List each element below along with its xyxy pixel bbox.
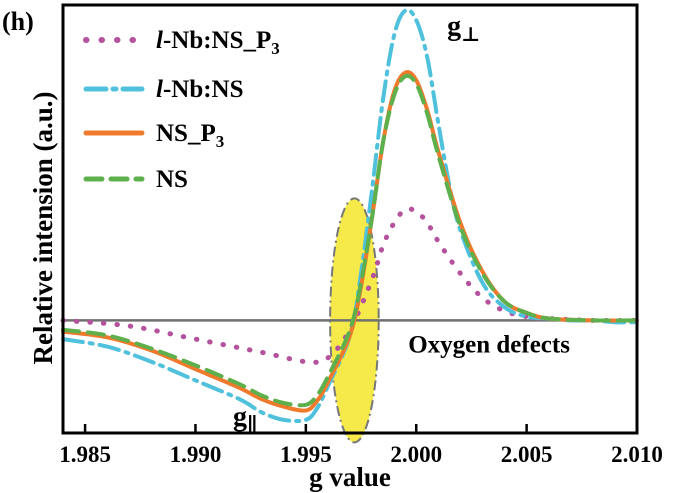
plot-frame [61,3,639,435]
legend-label-2: l-Nb:NS [156,76,244,103]
plot-area: 1.985 1.990 1.995 2.000 2.005 2.010 [59,3,663,467]
x-axis-label: g value [309,462,391,492]
legend: l-Nb:NS_P3 l-Nb:NS NS_P3 NS [83,27,280,193]
g-perpendicular-annotation: g⊥ [447,11,480,46]
x-tick-label: 1.995 [280,442,332,467]
oxygen-defects-annotation: Oxygen defects [408,331,570,358]
x-tick-label: 1.985 [59,442,111,467]
g-parallel-annotation: g∥ [233,401,258,436]
x-tick-label: 1.990 [170,442,222,467]
legend-label-4: NS [156,166,188,193]
annotations: g⊥ g∥ Oxygen defects [233,11,570,436]
series-line-1 [60,206,640,365]
legend-label-1: l-Nb:NS_P3 [156,27,280,58]
series-line-2 [61,7,639,424]
y-axis-label: Relative intension (a.u.) [28,92,58,365]
x-tick-label: 2.005 [501,442,553,467]
series-line-4 [61,73,639,408]
legend-label-3: NS_P3 [156,120,224,151]
panel-label: (h) [2,7,34,36]
x-tick-label: 2.010 [611,442,663,467]
x-tick-label: 2.000 [390,442,442,467]
